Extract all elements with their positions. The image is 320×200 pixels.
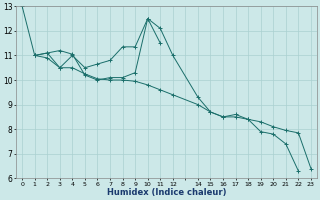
X-axis label: Humidex (Indice chaleur): Humidex (Indice chaleur) — [107, 188, 226, 197]
